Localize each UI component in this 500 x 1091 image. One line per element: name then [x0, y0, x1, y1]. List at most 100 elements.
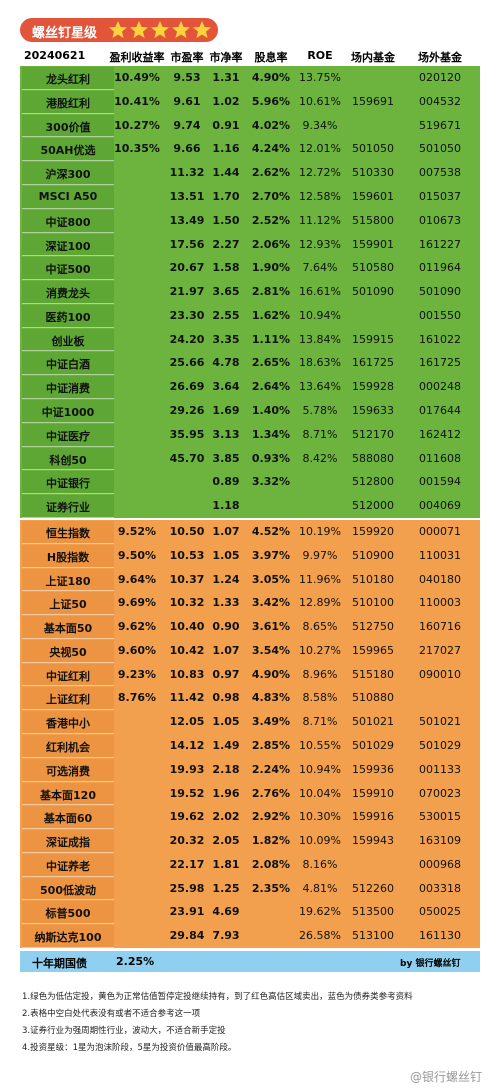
name-cell: [22, 304, 114, 328]
watermark: @银行螺丝钉: [410, 1070, 483, 1084]
value-cell: 1.62%: [251, 308, 291, 322]
value-cell: 10.53: [169, 548, 205, 562]
value-cell: 519671: [419, 118, 461, 132]
value-cell: 159910: [352, 786, 394, 800]
value-cell: 8.71%: [302, 427, 338, 441]
value-cell: 5.96%: [251, 94, 291, 108]
value-cell: 1.49: [212, 739, 240, 752]
value-cell: 3.35: [212, 332, 240, 346]
name-cell: [22, 495, 114, 518]
value-cell: 10.42: [169, 643, 205, 657]
value-cell: 10.61%: [299, 94, 341, 108]
value-cell: 25.66: [169, 356, 205, 370]
value-cell: 10.41%: [114, 94, 160, 108]
value-cell: 10.19%: [299, 525, 341, 538]
value-cell: 010673: [419, 213, 461, 227]
row-name: 500低波动: [40, 883, 96, 897]
value-cell: 1.16: [212, 142, 240, 156]
name-cell: [22, 544, 114, 568]
value-cell: 159633: [352, 404, 394, 418]
value-cell: 9.66: [173, 142, 201, 156]
value-cell: 1.34%: [251, 427, 291, 441]
row-name: 医药100: [45, 310, 91, 324]
row-name: 中证500: [45, 263, 91, 277]
value-cell: 0.93%: [251, 451, 291, 465]
value-cell: 017644: [419, 404, 461, 418]
row-name: 中证白酒: [46, 358, 90, 372]
value-cell: 17.56: [169, 237, 205, 251]
value-cell: 9.53: [173, 71, 201, 84]
name-cell: [22, 782, 114, 806]
name-cell: [22, 423, 114, 447]
row-name: 上证50: [49, 598, 87, 612]
value-cell: 1.02: [212, 94, 240, 108]
value-cell: 9.50%: [117, 548, 157, 562]
row-name: 沪深300: [45, 168, 91, 182]
row-name: 中证红利: [46, 669, 90, 683]
row-name: 基本面60: [43, 812, 93, 826]
value-cell: 2.64%: [251, 380, 291, 394]
column-header: 股息率: [254, 51, 288, 64]
column-header: 场内基金: [351, 51, 395, 64]
note: 4.投资星级：1星为泡沫阶段，5星为投资价值最高阶段。: [22, 1043, 237, 1053]
value-cell: 159928: [352, 380, 394, 394]
value-cell: 159601: [352, 189, 394, 203]
row-name: 港股红利: [46, 96, 90, 110]
value-cell: 2.06%: [251, 237, 291, 251]
name-cell: [22, 853, 114, 877]
value-cell: 2.52%: [251, 213, 291, 227]
value-cell: 3.97%: [251, 548, 291, 562]
value-cell: 19.93: [169, 762, 205, 776]
value-cell: 2.65%: [251, 356, 291, 370]
name-cell: [22, 328, 114, 352]
value-cell: 19.62%: [299, 905, 341, 919]
value-cell: 2.76%: [251, 786, 291, 800]
row-name: 证券行业: [46, 501, 90, 515]
value-cell: 2.35%: [251, 881, 291, 895]
bond-yield: 2.25%: [116, 955, 155, 968]
row-name: 50AH优选: [40, 144, 96, 158]
value-cell: 19.62: [169, 810, 205, 824]
name-cell: [22, 758, 114, 782]
value-cell: 3.42%: [251, 596, 291, 610]
value-cell: 004532: [419, 94, 461, 108]
value-cell: 10.27%: [114, 118, 160, 132]
value-cell: 14.12: [169, 739, 205, 752]
value-cell: 10.32: [169, 596, 205, 610]
value-cell: 001594: [419, 475, 461, 489]
name-cell: [22, 735, 114, 758]
value-cell: 3.61%: [251, 620, 291, 634]
value-cell: 1.11%: [251, 332, 291, 346]
value-cell: 2.85%: [251, 739, 291, 752]
value-cell: 159916: [352, 810, 394, 824]
bond-row: [20, 951, 480, 972]
row-name: 红利机会: [46, 741, 90, 754]
value-cell: 13.49: [169, 213, 205, 227]
value-cell: 9.61: [173, 94, 201, 108]
value-cell: 501029: [419, 739, 461, 752]
value-cell: 4.78: [212, 356, 240, 370]
row-name: 纳斯达克100: [34, 931, 102, 945]
value-cell: 161227: [419, 237, 461, 251]
value-cell: 8.58%: [302, 691, 338, 705]
value-cell: 2.24%: [251, 762, 291, 776]
value-cell: 501090: [352, 285, 394, 299]
value-cell: 159936: [352, 762, 394, 776]
name-cell: [22, 521, 114, 544]
name-cell: [22, 138, 114, 162]
value-cell: 5.78%: [302, 404, 338, 418]
value-cell: 35.95: [169, 427, 205, 441]
value-cell: 513500: [352, 905, 394, 919]
value-cell: 0.98: [212, 691, 240, 705]
value-cell: 10.40: [169, 620, 205, 634]
name-cell: [22, 281, 114, 304]
value-cell: 10.49%: [114, 71, 160, 84]
date: 20240621: [24, 49, 86, 62]
value-cell: 2.62%: [251, 166, 291, 180]
row-name: 香港中小: [46, 717, 90, 731]
value-cell: 2.92%: [251, 810, 291, 824]
row-name: 上证180: [45, 574, 91, 588]
name-cell: [22, 162, 114, 185]
value-cell: 159965: [352, 643, 394, 657]
name-cell: [22, 877, 114, 901]
